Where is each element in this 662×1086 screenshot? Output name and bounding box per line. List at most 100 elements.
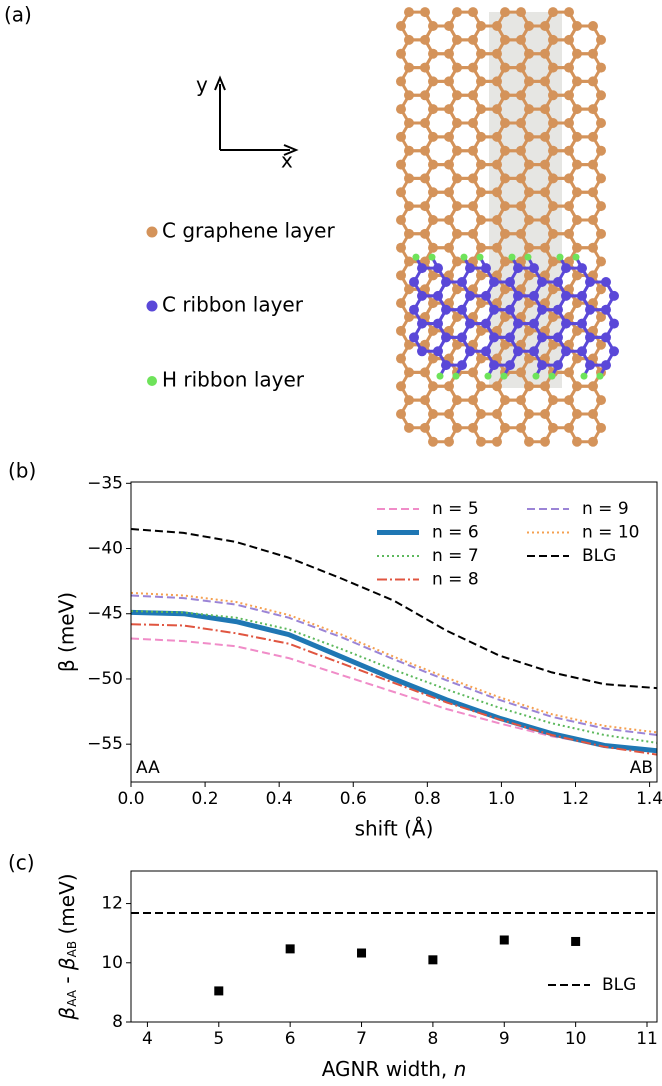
atom xyxy=(588,215,598,225)
atom xyxy=(572,76,582,86)
atom xyxy=(433,319,443,329)
figure: (a) y x C graphene layer C ribbon layer … xyxy=(0,0,662,1086)
legend-label: C graphene layer xyxy=(162,219,335,243)
atom xyxy=(468,118,478,128)
atom xyxy=(396,104,406,114)
atom xyxy=(572,243,582,253)
atom xyxy=(404,146,414,156)
atom xyxy=(500,173,510,183)
atom xyxy=(572,381,582,391)
atom xyxy=(500,423,510,433)
atom xyxy=(601,332,611,342)
atom xyxy=(476,76,486,86)
atom xyxy=(492,76,502,86)
atom xyxy=(588,187,598,197)
plot-frame xyxy=(131,871,657,1022)
atom xyxy=(452,201,462,211)
y-axis-label-part: AA xyxy=(65,989,79,1007)
y-tick-label: 10 xyxy=(101,953,123,973)
atom xyxy=(596,423,606,433)
atom xyxy=(476,132,486,142)
atom xyxy=(420,367,430,377)
atom xyxy=(609,319,619,329)
atom xyxy=(452,173,462,183)
atom xyxy=(572,187,582,197)
y-axis-label-part: β xyxy=(55,957,79,971)
atom xyxy=(481,346,491,356)
atom xyxy=(516,118,526,128)
atom xyxy=(468,35,478,45)
atom xyxy=(585,277,595,287)
atom xyxy=(533,373,540,380)
atom xyxy=(420,7,430,17)
atom xyxy=(561,263,571,273)
atom xyxy=(452,63,462,73)
atom xyxy=(553,360,563,370)
atom xyxy=(548,201,558,211)
x-tick-label: 0.4 xyxy=(266,789,293,809)
atom xyxy=(453,373,460,380)
legend-marker xyxy=(147,376,157,386)
atom xyxy=(500,201,510,211)
atom xyxy=(492,409,502,419)
atom xyxy=(505,305,515,315)
atom xyxy=(428,49,438,59)
atom xyxy=(564,423,574,433)
atom xyxy=(588,409,598,419)
atom xyxy=(396,298,406,308)
legend-label: BLG xyxy=(582,546,616,566)
atom xyxy=(489,305,499,315)
atom xyxy=(428,409,438,419)
atom xyxy=(516,63,526,73)
atom xyxy=(588,243,598,253)
atom xyxy=(548,146,558,156)
atom xyxy=(588,49,598,59)
atom xyxy=(524,215,534,225)
atom xyxy=(441,332,451,342)
atom xyxy=(548,7,558,17)
atom xyxy=(396,381,406,391)
atom xyxy=(476,21,486,31)
atom xyxy=(444,21,454,31)
atom xyxy=(548,257,558,267)
atom xyxy=(509,254,516,261)
atom xyxy=(492,49,502,59)
atom xyxy=(572,437,582,447)
y-tick-label: 8 xyxy=(112,1012,123,1032)
atom xyxy=(524,132,534,142)
atom xyxy=(553,277,563,287)
atom xyxy=(444,437,454,447)
atom xyxy=(540,187,550,197)
y-tick-label: −40 xyxy=(87,539,123,559)
atom xyxy=(572,104,582,114)
marker xyxy=(571,937,580,946)
atom xyxy=(492,104,502,114)
atom xyxy=(516,7,526,17)
atom xyxy=(548,118,558,128)
x-tick-label: 0.8 xyxy=(414,789,441,809)
atom xyxy=(420,395,430,405)
atom xyxy=(525,254,532,261)
atom xyxy=(564,395,574,405)
atom xyxy=(444,187,454,197)
atom xyxy=(572,160,582,170)
atom xyxy=(476,104,486,114)
panel-label: (a) xyxy=(4,3,32,27)
atom xyxy=(492,187,502,197)
atom xyxy=(468,201,478,211)
atom xyxy=(548,35,558,45)
x-tick-label: 8 xyxy=(427,1029,438,1049)
annotation: AA xyxy=(136,758,160,778)
atom xyxy=(452,35,462,45)
atom xyxy=(537,332,547,342)
atom xyxy=(476,215,486,225)
atom xyxy=(516,35,526,45)
atom xyxy=(505,332,515,342)
atom xyxy=(609,346,619,356)
atom xyxy=(404,7,414,17)
y-tick-label: −35 xyxy=(87,473,123,493)
atom xyxy=(501,373,508,380)
atom xyxy=(524,104,534,114)
atom xyxy=(492,381,502,391)
marker xyxy=(286,944,295,953)
